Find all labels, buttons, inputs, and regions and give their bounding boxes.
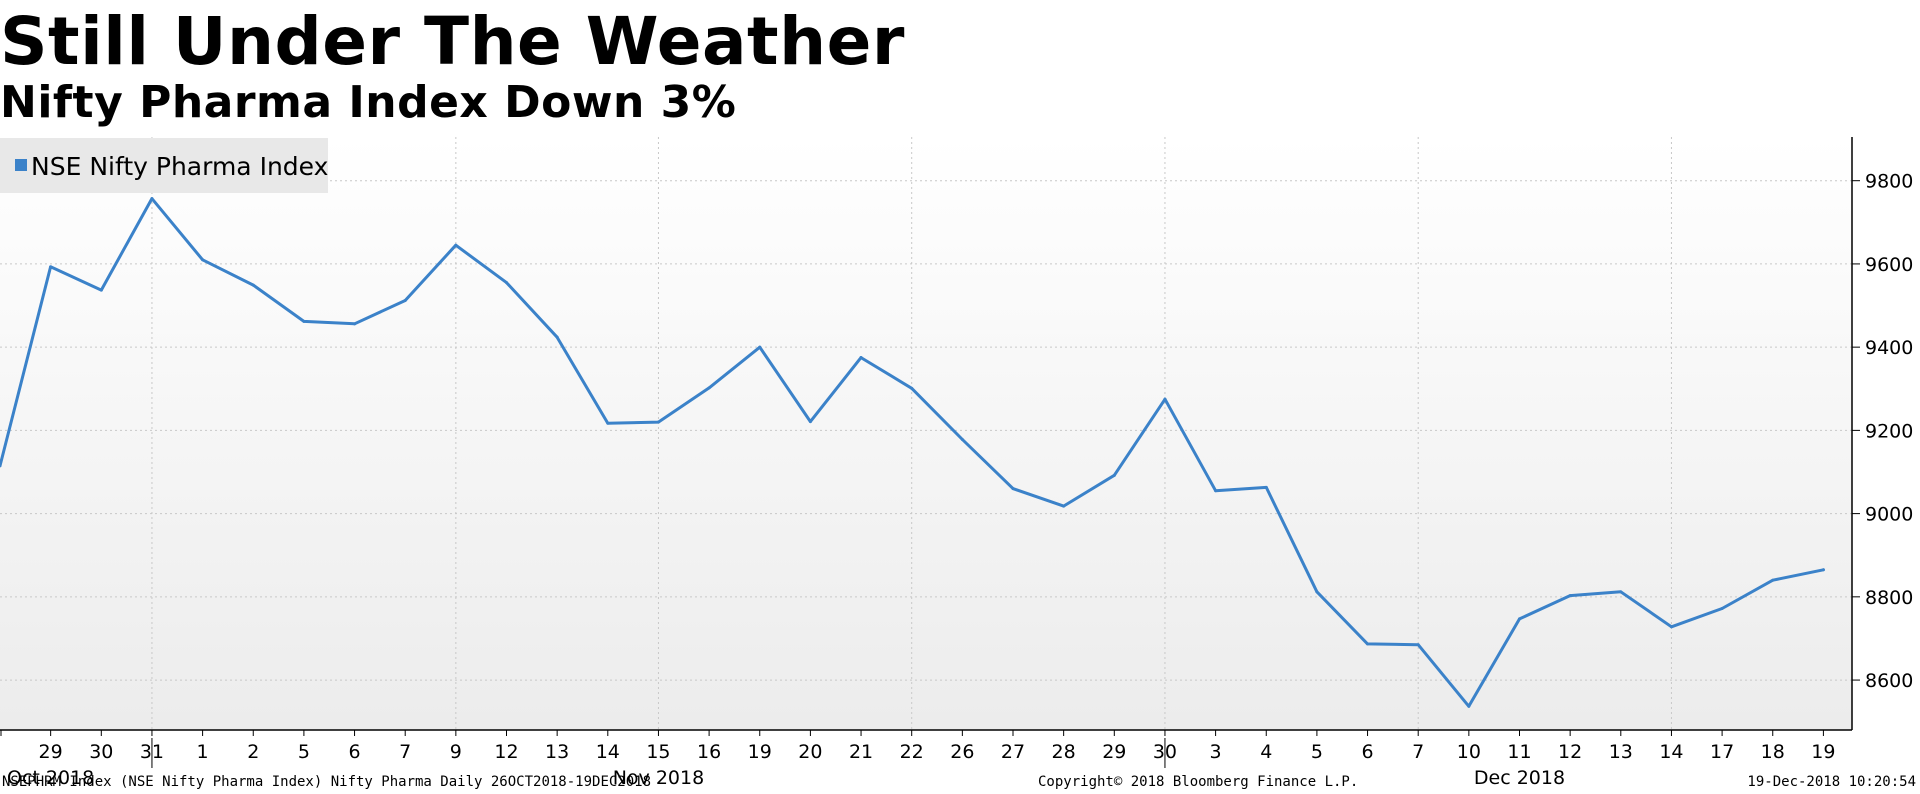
data-point [251, 283, 255, 287]
data-point [656, 420, 660, 424]
x-tick-label: 28 [1052, 741, 1076, 763]
x-tick-label: 27 [1001, 741, 1025, 763]
x-tick-label: 14 [596, 741, 620, 763]
data-point [302, 319, 306, 323]
data-point [505, 281, 508, 285]
x-tick-label: 9 [450, 741, 462, 763]
y-tick-label: 9600 [1865, 254, 1913, 276]
data-point [1467, 704, 1471, 708]
data-point [1366, 642, 1370, 646]
data-point [707, 386, 711, 390]
chart-subtitle: Nifty Pharma Index Down 3% [0, 77, 737, 128]
legend-box [0, 138, 328, 193]
x-tick-label: 12 [494, 741, 518, 763]
y-tick-label: 9000 [1865, 504, 1913, 526]
data-point [353, 322, 357, 326]
data-point [1214, 489, 1218, 493]
series [0, 197, 1825, 708]
data-point [201, 258, 205, 262]
data-point [1264, 485, 1268, 489]
month-label: Oct 2018 [7, 767, 94, 789]
data-point [555, 335, 559, 339]
data-point [99, 288, 103, 292]
y-tick-label: 8600 [1865, 670, 1913, 692]
x-tick-label: 11 [1507, 741, 1531, 763]
x-tick-label: 3 [1210, 741, 1222, 763]
data-point [859, 356, 863, 360]
legend-label: NSE Nifty Pharma Index [31, 152, 328, 181]
x-tick-label: 7 [1412, 741, 1424, 763]
data-point [150, 197, 154, 201]
data-point [1720, 606, 1724, 610]
y-tick-label: 9200 [1865, 420, 1913, 442]
x-tick-label: 17 [1710, 741, 1734, 763]
x-tick-label: 20 [798, 741, 822, 763]
x-tick-label: 16 [697, 741, 721, 763]
data-point [1568, 594, 1572, 598]
data-point [0, 464, 2, 468]
footer-source: NSEPHRM Index (NSE Nifty Pharma Index) N… [2, 774, 652, 790]
x-tick-label: 29 [39, 741, 63, 763]
data-point [758, 345, 762, 349]
data-point [454, 243, 458, 247]
x-tick-label: 13 [545, 741, 569, 763]
x-tick-label: 4 [1260, 741, 1272, 763]
footer-copyright: Copyright© 2018 Bloomberg Finance L.P. [1038, 774, 1359, 790]
data-point [49, 265, 53, 269]
legend-swatch [15, 159, 27, 171]
x-tick-label: 1 [197, 741, 209, 763]
x-tick-label: 15 [646, 741, 670, 763]
x-tick-label: 6 [349, 741, 361, 763]
x-tick-label: 10 [1457, 741, 1481, 763]
x-tick-label: 14 [1659, 741, 1683, 763]
x-tick-label: 22 [900, 741, 924, 763]
x-tick-label: 30 [89, 741, 113, 763]
data-point [1518, 617, 1521, 621]
y-tick-label: 8800 [1865, 587, 1913, 609]
data-point [403, 299, 407, 303]
data-point [1163, 397, 1167, 401]
data-point [1062, 504, 1066, 508]
x-tick-label: 12 [1558, 741, 1582, 763]
legend: NSE Nifty Pharma Index [0, 138, 328, 193]
data-point [1619, 590, 1623, 594]
month-label: Dec 2018 [1474, 767, 1565, 789]
data-point [606, 421, 610, 425]
data-point [1112, 473, 1116, 477]
x-tick-label: 19 [1811, 741, 1835, 763]
x-tick-label: 29 [1102, 741, 1126, 763]
data-point [1011, 487, 1015, 491]
grid-lines [0, 137, 1852, 730]
x-tick-label: 2 [247, 741, 259, 763]
plot-background [0, 137, 1852, 730]
x-tick-label: 5 [298, 741, 310, 763]
data-point [910, 386, 914, 390]
data-point [960, 438, 964, 442]
data-point [1315, 590, 1319, 594]
x-tick-label: 21 [849, 741, 873, 763]
chart-title: Still Under The Weather [0, 3, 905, 80]
data-point [1416, 643, 1420, 647]
data-point [1821, 568, 1825, 572]
x-tick-label: 19 [748, 741, 772, 763]
x-tick-label: 18 [1761, 741, 1785, 763]
data-point [1669, 625, 1673, 629]
data-point [808, 420, 812, 424]
x-tick-label: 13 [1609, 741, 1633, 763]
x-tick-label: 7 [399, 741, 411, 763]
month-label: Nov 2018 [613, 767, 704, 789]
footer-timestamp: 19-Dec-2018 10:20:54 [1747, 774, 1916, 790]
x-tick-label: 5 [1311, 741, 1323, 763]
y-tick-label: 9400 [1865, 337, 1913, 359]
data-point [1771, 578, 1775, 582]
x-tick-label: 6 [1362, 741, 1374, 763]
y-tick-label: 9800 [1865, 171, 1913, 193]
x-tick-label: 26 [950, 741, 974, 763]
